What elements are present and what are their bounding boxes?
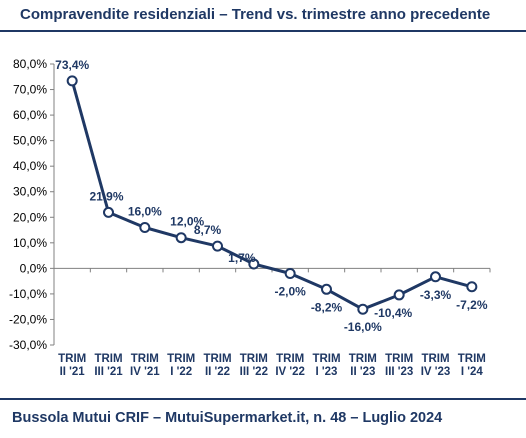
x-tick-label: TRIM III '22 [240,353,268,378]
data-point [212,240,223,252]
footer-source: Bussola Mutui CRIF – MutuiSupermarket.it… [12,410,443,426]
data-point [66,75,78,87]
x-tick-label: TRIM IV '23 [421,353,451,378]
y-tick-label: 50,0% [13,134,47,148]
data-label: -2,0% [274,284,306,298]
data-label: 73,4% [55,58,89,72]
data-label: -8,2% [311,300,343,314]
y-tick-label: 20,0% [13,210,47,224]
x-tick-label: TRIM I '22 [167,353,195,378]
x-tick-label: TRIM IV '21 [130,353,160,378]
series-polyline [70,80,473,311]
data-point [393,289,405,301]
y-tick-label: 70,0% [13,83,47,97]
data-point [284,267,296,279]
y-tick-label: 60,0% [13,108,47,122]
y-tick-label: 80,0% [13,57,47,71]
y-tick-label: -20,0% [9,312,47,326]
y-tick-label: -30,0% [9,338,47,352]
data-label: 1,7% [228,251,256,265]
y-tick-label: -10,0% [9,287,47,301]
data-label: -3,3% [420,288,452,302]
x-tick-label: TRIM II '21 [58,353,86,378]
x-tick-label: TRIM IV '22 [275,353,305,378]
data-label: 12,0% [170,215,204,229]
data-labels: 73,4%21,9%16,0%12,0%8,7%1,7%-2,0%-8,2%-1… [55,58,488,334]
x-tick-label: TRIM II '22 [203,353,231,378]
data-label: 16,0% [128,204,162,218]
x-tick-label: TRIM III '21 [94,353,123,378]
data-label: 21,9% [89,189,123,203]
data-point [248,258,260,270]
data-point [139,221,151,233]
data-label: -10,4% [374,306,412,320]
y-tick-label: 0,0% [20,261,48,275]
x-tick-label: TRIM I '23 [312,353,340,378]
chart-axes: 80,0% 70,0% 60,0% 50,0% 40,0% 30,0% 20,0% 10,0%… [9,57,491,378]
data-point [430,271,441,283]
data-label: 8,7% [194,223,222,237]
title-divider [0,30,526,32]
series-line [66,75,478,315]
data-point [175,232,187,244]
x-tick-label: TRIM I '24 [458,353,486,378]
footer-divider [0,398,526,400]
data-point [466,281,478,293]
data-label: -16,0% [344,320,382,334]
x-tick-label: TRIM II '23 [349,353,377,378]
y-tick-label: 40,0% [13,159,47,173]
y-tick-label: 10,0% [13,236,47,250]
data-point [357,303,369,315]
chart-title: Compravendite residenziali – Trend vs. t… [20,6,491,23]
x-tick-label: TRIM III '23 [385,353,413,378]
data-point [321,283,332,295]
data-label: -7,2% [456,298,488,312]
data-point [103,206,114,218]
y-tick-label: 30,0% [13,185,47,199]
